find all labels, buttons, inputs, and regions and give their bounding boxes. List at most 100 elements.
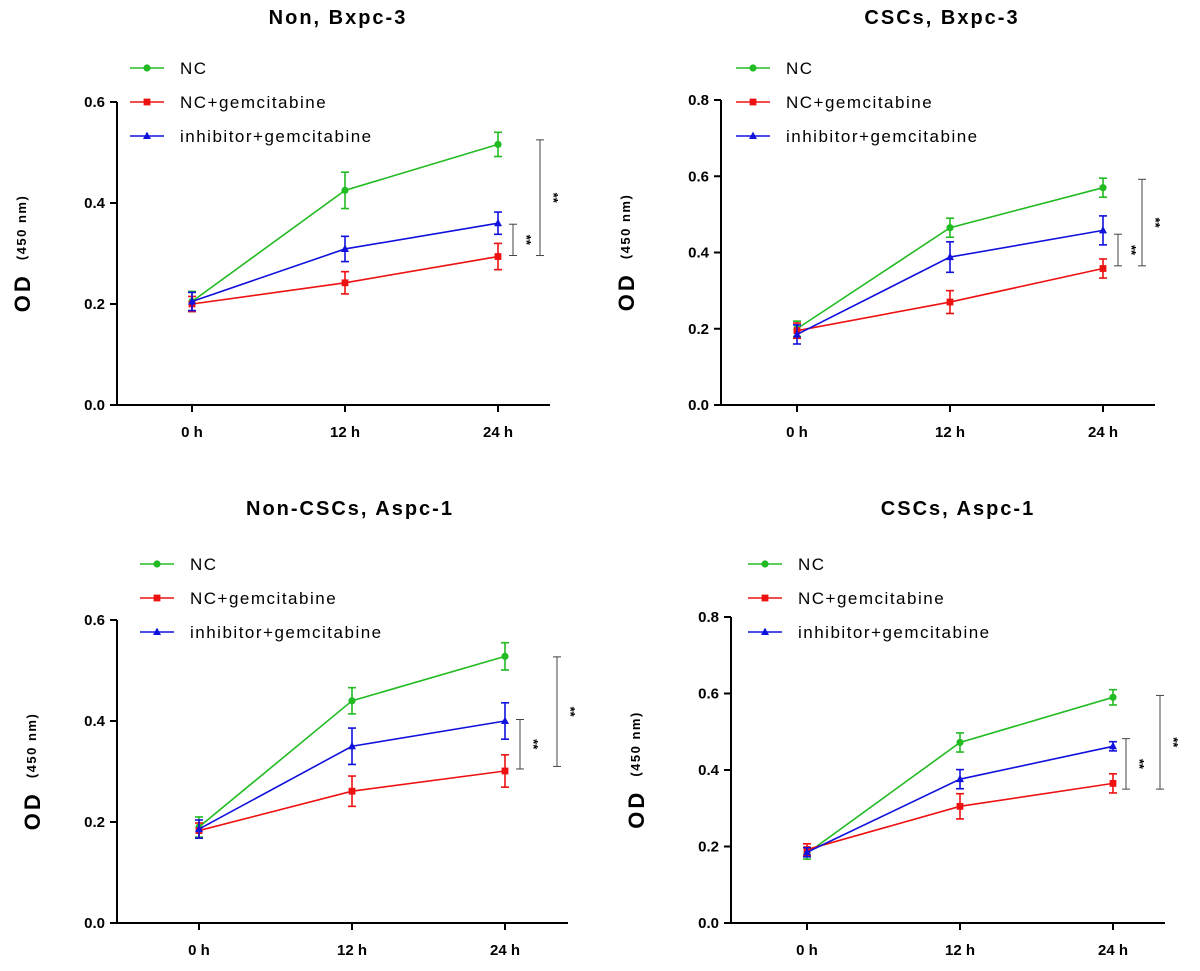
- legend-marker: [761, 560, 769, 568]
- legend-marker: [143, 98, 151, 106]
- y-tick-label: 0.0: [698, 915, 719, 932]
- data-point: [946, 252, 954, 261]
- legend-entry: NC+gemcitabine: [736, 93, 933, 112]
- significance-bracket: **: [1114, 233, 1139, 267]
- x-tick-label: 0 h: [796, 942, 818, 959]
- x-tick-label: 12 h: [337, 942, 367, 959]
- data-point: [1099, 265, 1107, 272]
- data-point: [348, 741, 356, 750]
- data-point: [494, 140, 502, 149]
- y-axis-label-unit: (450 nm): [24, 713, 39, 778]
- chart-panel-1: Non, Bxpc-3 0.0 0.2 0.4 0.6 0 h 12 h 24 h OD (45…: [10, 7, 561, 441]
- x-tick-label: 24 h: [1088, 424, 1118, 441]
- significance-label: **: [526, 739, 541, 750]
- chart-panel-3: Non-CSCs, Aspc-1 0.0 0.2 0.4 0.6 0 h 12 h 24 h O…: [20, 498, 578, 959]
- significance-bracket: **: [516, 718, 541, 770]
- legend-label: NC+gemcitabine: [786, 93, 933, 112]
- legend-entry: NC: [140, 555, 218, 574]
- significance-label: **: [519, 235, 534, 246]
- x-tick-label: 12 h: [935, 424, 965, 441]
- legend-entry: NC+gemcitabine: [748, 589, 945, 608]
- y-axis-label: OD (450 nm): [20, 713, 45, 831]
- legend-label: NC: [786, 59, 814, 78]
- legend-label: inhibitor+gemcitabine: [190, 623, 383, 642]
- x-tick-label: 0 h: [181, 424, 203, 441]
- legend-label: NC: [190, 555, 218, 574]
- data-point: [348, 697, 356, 705]
- chart-title: CSCs, Bxpc-3: [864, 7, 1019, 29]
- legend-marker: [143, 64, 151, 72]
- data-point: [1099, 184, 1107, 192]
- data-point: [1109, 693, 1117, 701]
- data-point: [341, 186, 349, 194]
- series-inhibitor-plus-gemcitabine: [793, 215, 1107, 345]
- legend-marker: [153, 560, 161, 568]
- legend-label: inhibitor+gemcitabine: [798, 623, 991, 642]
- data-point: [501, 716, 509, 724]
- data-point: [494, 218, 502, 227]
- legend-entry: NC: [736, 59, 814, 78]
- chart-title: Non-CSCs, Aspc-1: [246, 498, 454, 520]
- legend-marker: [761, 627, 769, 635]
- y-tick-label: 0.6: [698, 686, 719, 703]
- chart-title: Non, Bxpc-3: [269, 7, 408, 29]
- y-tick-label: 0.0: [688, 397, 709, 414]
- data-point: [793, 330, 801, 338]
- legend-label: inhibitor+gemcitabine: [786, 127, 979, 146]
- legend-entry: inhibitor+gemcitabine: [748, 623, 991, 642]
- data-point: [501, 767, 509, 775]
- data-point: [341, 244, 349, 252]
- data-point: [501, 652, 509, 660]
- data-point: [1099, 225, 1107, 234]
- y-tick-label: 0.2: [688, 321, 709, 338]
- y-tick-label: 0.6: [84, 94, 105, 111]
- legend-marker: [749, 131, 757, 139]
- data-point: [195, 824, 203, 833]
- series-inhibitor-plus-gemcitabine: [188, 211, 502, 312]
- data-point: [494, 253, 502, 260]
- legend-entry: NC+gemcitabine: [130, 93, 326, 112]
- y-tick-label: 0.4: [698, 762, 720, 779]
- significance-bracket: **: [536, 139, 561, 257]
- x-tick-label: 24 h: [1098, 942, 1128, 959]
- significance-bracket: **: [1122, 738, 1147, 790]
- legend-label: inhibitor+gemcitabine: [180, 127, 373, 146]
- y-axis-label: OD (450 nm): [614, 194, 639, 312]
- data-point: [956, 774, 964, 783]
- legend-entry: NC: [130, 59, 206, 78]
- y-axis-label-unit: (450 nm): [628, 711, 643, 776]
- x-tick-label: 0 h: [786, 424, 808, 441]
- series-inhibitor-plus-gemcitabine: [195, 702, 509, 839]
- y-tick-label: 0.2: [698, 839, 719, 856]
- data-point: [803, 847, 811, 856]
- y-axis-label-main: OD: [20, 782, 45, 830]
- x-tick-label: 24 h: [490, 942, 520, 959]
- y-axis-label-main: OD: [614, 263, 639, 311]
- chart-title: CSCs, Aspc-1: [881, 498, 1035, 520]
- y-tick-label: 0.8: [688, 92, 709, 109]
- legend-label: NC+gemcitabine: [798, 589, 945, 608]
- chart-panel-4: CSCs, Aspc-1 0.0 0.2 0.4 0.6 0.8 0 h 12 h 24 h OD…: [624, 498, 1181, 959]
- significance-label: **: [546, 193, 561, 204]
- legend-entry: inhibitor+gemcitabine: [140, 623, 383, 642]
- data-point: [188, 297, 196, 305]
- legend-label: NC: [798, 555, 826, 574]
- legend-entry: NC+gemcitabine: [140, 589, 337, 608]
- y-tick-label: 0.4: [84, 713, 106, 730]
- legend-label: NC+gemcitabine: [190, 589, 337, 608]
- y-tick-label: 0.2: [84, 296, 105, 313]
- legend-marker: [153, 627, 161, 635]
- significance-label: **: [1124, 245, 1139, 256]
- significance-bracket: **: [553, 656, 578, 767]
- legend-marker: [749, 98, 757, 106]
- data-point: [341, 279, 349, 287]
- legend-entry: inhibitor+gemcitabine: [130, 127, 373, 146]
- legend-marker: [143, 131, 151, 139]
- legend-marker: [749, 64, 757, 72]
- y-axis-label-main: OD: [10, 264, 35, 312]
- data-point: [1109, 741, 1117, 750]
- significance-bracket: **: [509, 223, 534, 257]
- legend-marker: [761, 594, 769, 602]
- x-tick-label: 24 h: [483, 424, 513, 441]
- y-axis-label: OD (450 nm): [624, 711, 649, 829]
